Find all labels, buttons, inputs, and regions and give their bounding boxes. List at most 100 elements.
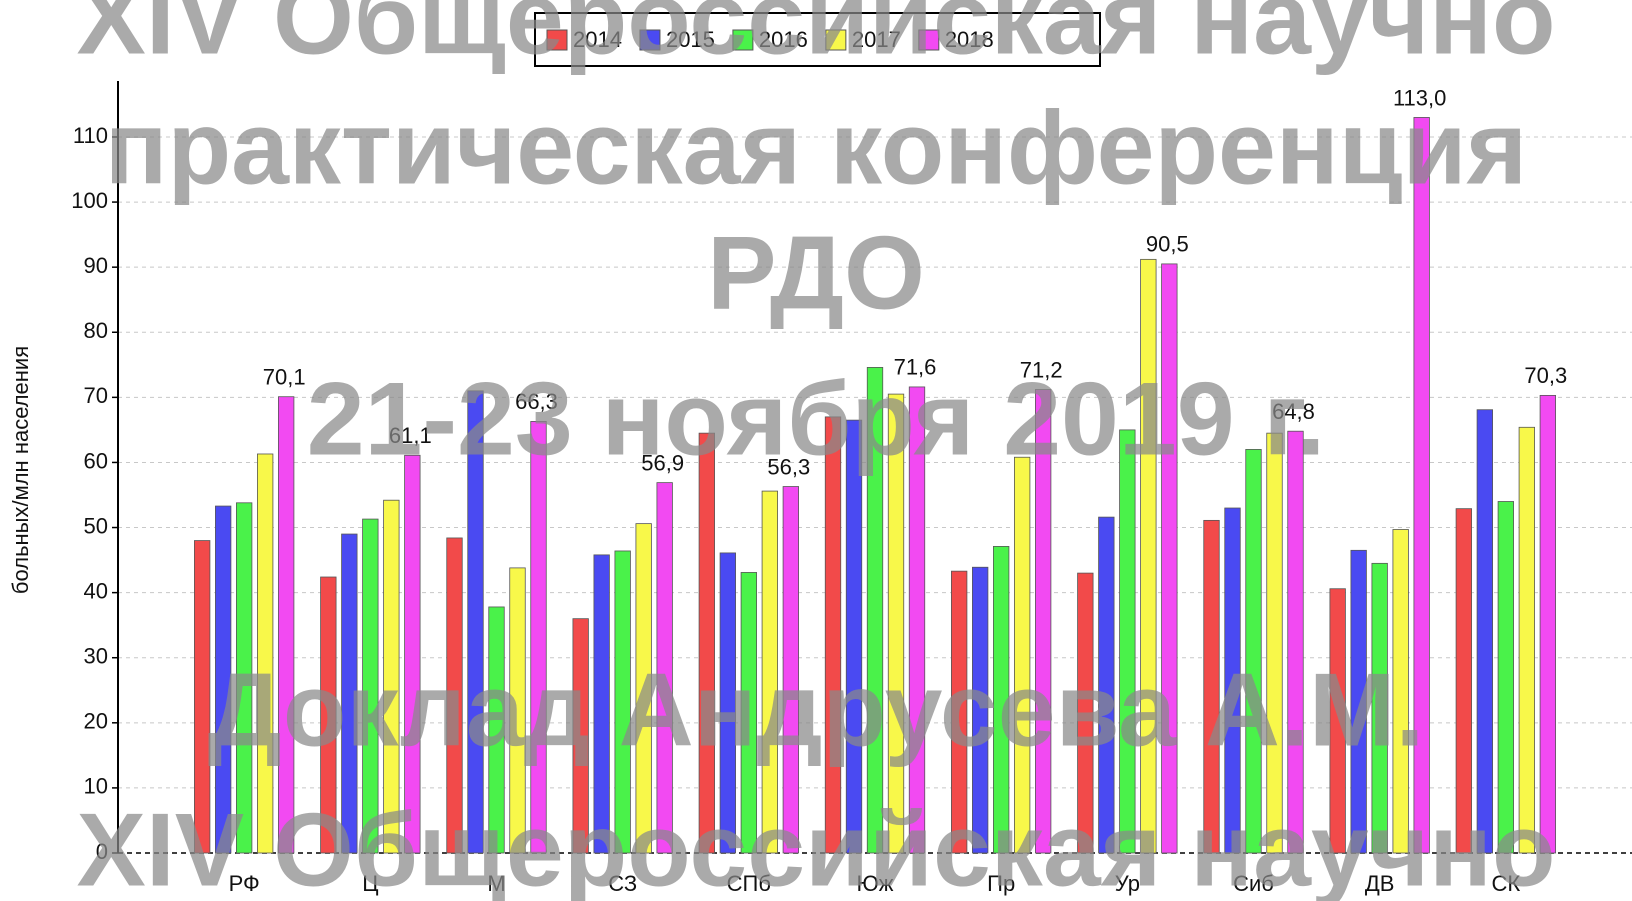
y-tick-label: 30 — [84, 644, 108, 669]
bar — [1203, 519, 1220, 854]
legend-label: 2018 — [945, 27, 994, 52]
bar — [1224, 507, 1241, 854]
legend-label: 2016 — [759, 27, 808, 52]
bar — [698, 432, 715, 854]
bar — [446, 537, 463, 854]
value-label: 71,2 — [1020, 357, 1063, 382]
bar — [383, 499, 400, 854]
y-tick-label: 20 — [84, 709, 108, 734]
value-label: 70,1 — [263, 365, 306, 390]
watermark: РДО — [707, 215, 925, 331]
bar — [257, 453, 274, 854]
bar — [1098, 516, 1115, 854]
x-tick-label: Ц — [362, 871, 378, 896]
legend-label: 2014 — [573, 27, 622, 52]
value-label: 61,1 — [389, 423, 432, 448]
bar — [1518, 426, 1535, 854]
bar — [593, 554, 610, 854]
x-tick-label: Пр — [987, 871, 1015, 896]
bar — [1119, 429, 1136, 854]
bar — [404, 454, 421, 854]
x-tick-label: СПб — [727, 871, 771, 896]
y-tick-label: 40 — [84, 578, 108, 603]
watermark: Доклад Андрусева А.М. — [208, 652, 1425, 768]
y-tick-label: 60 — [84, 448, 108, 473]
bar — [782, 486, 799, 854]
bar — [951, 570, 968, 854]
x-tick-label: Сиб — [1233, 871, 1274, 896]
bar — [215, 505, 232, 854]
y-tick-label: 50 — [84, 513, 108, 538]
y-tick-label: 80 — [84, 318, 108, 343]
bar — [509, 567, 526, 854]
value-label: 64,8 — [1272, 399, 1315, 424]
bar — [1539, 394, 1556, 854]
legend-swatch — [732, 29, 754, 51]
y-tick-label: 10 — [84, 774, 108, 799]
x-tick-label: М — [487, 871, 505, 896]
legend-swatch — [546, 29, 568, 51]
value-label: 56,3 — [767, 454, 810, 479]
bar — [467, 390, 484, 854]
watermark: XIV Общероссийская научно — [76, 0, 1555, 76]
x-tick-label: СК — [1491, 871, 1520, 896]
bar — [530, 421, 547, 854]
bar — [341, 533, 358, 854]
watermark: практическая конференция — [105, 90, 1527, 206]
value-label: 71,6 — [894, 355, 937, 380]
bar — [320, 576, 337, 854]
bar — [824, 416, 842, 854]
value-label: 113,0 — [1393, 85, 1446, 110]
bar — [887, 393, 905, 854]
bar — [236, 502, 253, 854]
bar — [1077, 572, 1094, 854]
bar — [972, 566, 989, 854]
bar — [1245, 449, 1262, 854]
watermark: XIV Общероссийская научно — [76, 792, 1555, 901]
bar — [908, 386, 926, 854]
legend-box — [534, 12, 1101, 67]
bar — [1371, 562, 1388, 854]
bar — [488, 606, 505, 854]
bar — [761, 490, 778, 854]
x-tick-label: Юж — [857, 871, 894, 896]
bar — [1413, 117, 1430, 854]
value-label: 90,5 — [1146, 232, 1189, 257]
bar — [1287, 430, 1304, 854]
y-axis-label: больных/млн населения — [8, 346, 33, 594]
x-tick-label: ДВ — [1365, 871, 1395, 896]
x-tick-label: Ур — [1115, 871, 1140, 896]
bar — [1476, 409, 1493, 854]
legend-label: 2017 — [852, 27, 901, 52]
value-label: 66,3 — [515, 389, 558, 414]
bar — [1035, 389, 1052, 854]
bar — [866, 367, 884, 854]
bar — [1266, 432, 1283, 854]
bar — [1350, 549, 1367, 854]
bar — [1497, 501, 1514, 854]
x-tick-label: СЗ — [608, 871, 637, 896]
bar — [194, 540, 211, 854]
value-label: 70,3 — [1524, 363, 1567, 388]
legend-swatch — [918, 29, 940, 51]
legend-swatch — [825, 29, 847, 51]
bar — [362, 518, 379, 854]
bar — [572, 618, 589, 854]
bar — [740, 572, 757, 854]
y-tick-label: 100 — [71, 188, 108, 213]
bar — [656, 482, 673, 854]
y-tick-label: 70 — [84, 383, 108, 408]
bar — [278, 396, 295, 854]
value-label: 56,9 — [641, 450, 684, 475]
y-tick-label: 110 — [73, 123, 108, 148]
bar — [1140, 258, 1157, 854]
bar — [1455, 508, 1472, 854]
bar — [1161, 263, 1178, 854]
watermark: 21-23 ноября 2019 г. — [307, 361, 1326, 477]
legend-label: 2015 — [666, 27, 715, 52]
y-tick-label: 0 — [96, 839, 108, 864]
bar — [635, 523, 652, 854]
bar — [845, 419, 863, 854]
x-tick-label: РФ — [229, 871, 260, 896]
